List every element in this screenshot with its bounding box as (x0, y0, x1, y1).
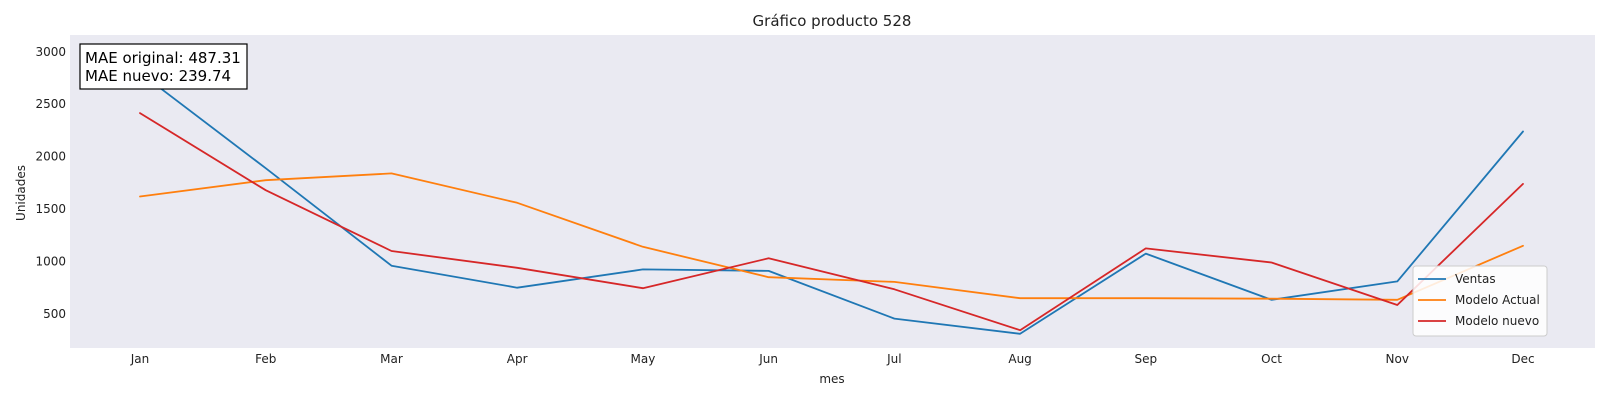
y-tick-label: 3000 (35, 45, 66, 59)
y-axis: 500 1000 1500 2000 2500 3000 (35, 45, 66, 321)
series-line-modelo-actual (139, 172, 1524, 301)
legend-label: Modelo Actual (1455, 293, 1540, 307)
chart-title: Gráfico producto 528 (753, 12, 912, 30)
x-axis-label: mes (819, 372, 844, 386)
y-tick-label: 1500 (35, 202, 66, 216)
x-tick-label: Apr (507, 352, 528, 366)
y-tick-label: 2500 (35, 97, 66, 111)
x-tick-label: Oct (1261, 352, 1282, 366)
x-tick-label: Sep (1135, 352, 1158, 366)
x-tick-label: Dec (1511, 352, 1534, 366)
annotation-mae-nuevo: MAE nuevo: 239.74 (85, 67, 231, 85)
y-tick-label: 1000 (35, 254, 66, 268)
x-axis: Jan Feb Mar Apr May Jun Jul Aug Sep Oct Nov Dec (130, 352, 1535, 366)
series-lines (139, 71, 1524, 335)
mae-annotation: MAE original: 487.31 MAE nuevo: 239.74 (79, 43, 248, 90)
plot-area (70, 35, 1595, 348)
x-tick-label: Mar (380, 352, 403, 366)
x-tick-label: May (631, 352, 656, 366)
legend-label: Modelo nuevo (1455, 314, 1539, 328)
annotation-frame (79, 43, 248, 90)
series-line-ventas (139, 71, 1524, 335)
x-tick-label: Aug (1008, 352, 1031, 366)
x-tick-label: Jul (886, 352, 901, 366)
series-line-modelo-nuevo (139, 112, 1524, 332)
x-tick-label: Nov (1386, 352, 1409, 366)
legend-label: Ventas (1455, 272, 1496, 286)
y-axis-label: Unidades (14, 165, 28, 221)
x-tick-label: Feb (255, 352, 276, 366)
x-tick-label: Jun (758, 352, 778, 366)
annotation-mae-original: MAE original: 487.31 (85, 49, 241, 67)
y-tick-label: 500 (43, 307, 66, 321)
legend: Ventas Modelo Actual Modelo nuevo (1412, 265, 1548, 337)
legend-frame (1412, 265, 1548, 337)
x-tick-label: Jan (130, 352, 150, 366)
y-tick-label: 2000 (35, 150, 66, 164)
